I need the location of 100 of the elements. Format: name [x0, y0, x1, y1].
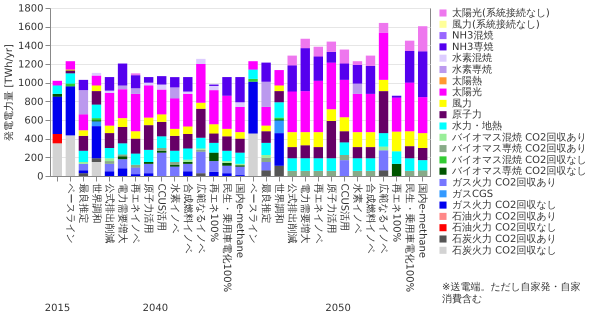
bar: [326, 52, 336, 63]
bar: [378, 170, 388, 176]
x-tick-label: CCUS活用: [338, 184, 350, 232]
x-tick-label: 水素イノベ: [168, 184, 181, 234]
legend-label: 水力・地熱: [452, 120, 502, 132]
bar: [235, 138, 245, 153]
bar: [352, 132, 362, 148]
bar: [366, 147, 376, 158]
bar: [130, 154, 140, 165]
y-tick-label: 1000: [18, 78, 44, 90]
x-tick-label: 水素イノベ: [351, 184, 364, 234]
bar: [170, 98, 180, 129]
bar: [52, 143, 62, 176]
bar: [52, 96, 62, 134]
x-tick-label: 再エネ100%: [390, 184, 402, 242]
bar: [366, 132, 376, 148]
bar: [183, 148, 192, 160]
x-tick-label: 再エネイノベ: [312, 184, 324, 244]
bar: [261, 82, 271, 107]
bar: [418, 170, 428, 176]
bar: [78, 114, 88, 130]
bar: [78, 80, 88, 90]
bar: [326, 109, 336, 121]
bar: [235, 77, 245, 102]
bar: [261, 106, 271, 126]
bar: [392, 164, 402, 176]
bar: [170, 77, 180, 88]
bar: [340, 50, 350, 64]
y-tick-label: 1600: [18, 22, 44, 34]
bar: [157, 90, 166, 114]
bar: [78, 90, 88, 114]
legend-label: バイオマス専焼 CO2回収なし: [451, 165, 586, 178]
bar: [104, 126, 114, 134]
bar: [196, 173, 206, 176]
bar: [366, 170, 376, 176]
bar: [52, 94, 62, 97]
bar: [222, 128, 232, 136]
bar: [170, 150, 180, 162]
bar: [222, 166, 232, 174]
bar: [157, 148, 166, 151]
x-tick-label: 国内e-methane: [416, 184, 429, 258]
bar: [274, 133, 284, 166]
bar: [366, 66, 376, 94]
bar: [78, 150, 88, 162]
bar: [118, 156, 128, 160]
legend-label: 風力: [452, 97, 472, 110]
bar: [300, 48, 310, 92]
bar: [170, 166, 180, 176]
bar: [92, 162, 102, 176]
bar: [66, 61, 76, 70]
bar: [130, 138, 140, 154]
bar: [248, 70, 258, 79]
bar: [52, 134, 62, 144]
x-tick-label: 合成燃料イノベ: [182, 184, 194, 254]
bar: [196, 138, 206, 148]
bar: [222, 96, 232, 129]
bar: [118, 64, 128, 86]
bar: [170, 162, 180, 165]
bar: [261, 131, 271, 143]
bar: [261, 142, 271, 155]
x-tick-label: 公式排出削減: [286, 184, 298, 244]
bar: [300, 38, 310, 48]
y-tick-label: 1400: [18, 40, 44, 52]
bar: [118, 85, 128, 90]
bar: [300, 170, 310, 176]
bar: [130, 94, 140, 132]
bar: [392, 98, 402, 132]
bar: [78, 164, 88, 170]
bar: [222, 150, 232, 162]
bar: [196, 102, 206, 109]
bar: [418, 133, 428, 148]
bar: [340, 160, 350, 176]
legend-label: ガスCGS: [452, 188, 494, 200]
bar: [352, 147, 362, 158]
legend-label: 太陽光(系統接続なし): [452, 7, 550, 19]
bar: [196, 152, 206, 174]
bar: [209, 86, 219, 90]
bar: [209, 152, 219, 162]
bar: [288, 92, 297, 132]
bar: [52, 85, 62, 94]
bar: [418, 160, 428, 170]
bar: [300, 145, 310, 158]
bar: [261, 126, 271, 132]
bar: [300, 158, 310, 171]
bar: [378, 133, 388, 147]
x-tick-label: 再エネ100%: [208, 184, 219, 242]
y-tick-label: 800: [24, 96, 44, 108]
legend-label: 風力(系統接続なし): [452, 18, 540, 30]
bar: [222, 77, 232, 96]
x-tick-label: 民生・乗用車電化100%: [220, 184, 233, 292]
bar: [196, 58, 206, 64]
bar: [235, 102, 245, 107]
x-tick-label: 原子力活用: [325, 184, 338, 234]
bar: [274, 85, 284, 92]
bar: [404, 82, 414, 132]
y-tick-label: 400: [24, 134, 44, 146]
bar: [183, 77, 192, 92]
legend-label: 原子力: [452, 108, 482, 121]
bar: [144, 125, 154, 150]
bar: [196, 108, 206, 138]
